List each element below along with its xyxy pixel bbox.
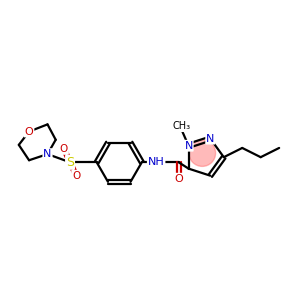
Text: N: N: [43, 149, 52, 159]
Text: N: N: [206, 134, 214, 144]
Text: O: O: [174, 174, 183, 184]
Text: O: O: [72, 171, 80, 181]
Text: CH₃: CH₃: [172, 121, 190, 131]
Text: NH: NH: [148, 157, 164, 167]
Text: O: O: [60, 144, 68, 154]
Text: O: O: [25, 127, 33, 136]
Text: N: N: [184, 141, 193, 151]
Circle shape: [189, 140, 216, 167]
Text: S: S: [66, 156, 74, 169]
